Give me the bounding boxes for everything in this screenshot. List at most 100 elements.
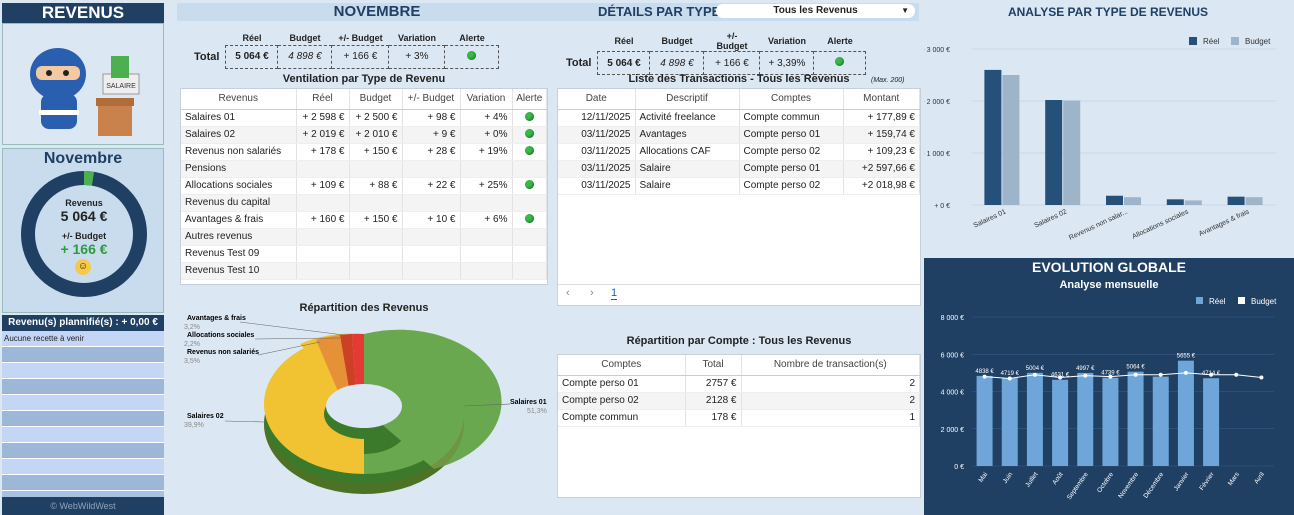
table-row[interactable]: Compte perso 02 2128 €2 (558, 392, 920, 410)
pie-pct: 3,2% (184, 324, 200, 331)
table-cell: Pensions (181, 160, 297, 178)
col-header[interactable]: Alerte (512, 89, 547, 110)
col-header[interactable]: Total (685, 355, 742, 376)
y-tick-label: + 1 000 € (924, 151, 950, 158)
table-row[interactable]: Salaires 01 + 2 598 € + 2 500 € + 98 € + 4% (181, 109, 547, 127)
table-cell (512, 177, 547, 195)
table-cell: + 22 € (402, 177, 461, 195)
col-header[interactable]: Date (558, 89, 636, 110)
col-header[interactable]: Comptes (558, 355, 686, 376)
table-cell: 2 (741, 375, 920, 393)
header: Alerte (827, 36, 853, 46)
smile-icon: ☺ (75, 259, 91, 275)
table-cell (512, 211, 547, 229)
table-row[interactable]: Revenus Test 10 (181, 262, 547, 280)
prev-page-button[interactable]: ‹ (566, 287, 570, 299)
table-row[interactable]: Revenus non salariés + 178 € + 150 € + 28 €… (181, 143, 547, 161)
bar-reel (1077, 372, 1094, 466)
table-cell (460, 262, 513, 280)
table-row[interactable]: 03/11/2025 Salaire Compte perso 01 +2 597,6… (558, 160, 920, 178)
col-header[interactable]: Comptes (739, 89, 844, 110)
col-header[interactable]: Budget (349, 89, 403, 110)
gauge-budget-value: + 166 € (60, 241, 108, 257)
budget-point (1133, 372, 1138, 377)
budget-point (1083, 373, 1088, 378)
revenue-gauge (20, 170, 148, 298)
table-cell: + 6% (460, 211, 513, 229)
col-header[interactable]: Montant (843, 89, 920, 110)
table-cell: Avantages & frais (181, 211, 297, 229)
revenue-type-select[interactable]: Tous les Revenus ▼ (716, 4, 915, 18)
budget-point (1234, 372, 1239, 377)
table-cell (296, 228, 350, 246)
next-page-button[interactable]: › (590, 287, 594, 299)
pie-pct: 3,5% (184, 358, 200, 365)
table-row[interactable]: Allocations sociales + 109 € + 88 € + 22 € +… (181, 177, 547, 195)
col-header[interactable]: Descriptif (635, 89, 740, 110)
pie-label: Salaires 01 (510, 399, 547, 406)
details-summary: Réel Budget +/- Budget Variation Alerte Tota… (560, 31, 867, 75)
page-number[interactable]: 1 (611, 287, 618, 300)
bar-réel (1166, 199, 1184, 205)
table-cell: 03/11/2025 (558, 143, 636, 161)
legend-label: Budget (1251, 297, 1277, 306)
y-tick-label: + 2 000 € (924, 99, 950, 106)
table-cell (512, 160, 547, 178)
table-cell: Revenus non salariés (181, 143, 297, 161)
table-cell: +2 597,66 € (843, 160, 920, 178)
table-row[interactable]: Revenus Test 09 (181, 245, 547, 263)
x-tick-label: Avantages & frais (1198, 208, 1251, 238)
x-tick-label: Octobre (1096, 471, 1115, 494)
type-bar-chart: + 0 € + 1 000 € + 2 000 € + 3 000 € Salaires… (924, 37, 1276, 242)
header: Budget (661, 36, 693, 46)
bar-reel (1152, 376, 1169, 466)
table-row[interactable]: Autres revenus (181, 228, 547, 246)
table-row[interactable]: 03/11/2025 Avantages Compte perso 01 + 159,… (558, 126, 920, 144)
y-tick-label: 0 € (954, 464, 964, 471)
budget-point (1007, 376, 1012, 381)
col-header[interactable]: Revenus (181, 89, 297, 110)
table-row[interactable]: 03/11/2025 Salaire Compte perso 02 +2 018,9… (558, 177, 920, 195)
summary-variation: + 3,39% (759, 51, 815, 75)
salary-tag: SALAIRE (106, 83, 136, 90)
table-row[interactable]: Compte commun 178 €1 (558, 409, 920, 427)
table-cell (296, 262, 350, 280)
table-cell (349, 245, 403, 263)
table-cell (512, 262, 547, 280)
data-label: 5004 € (1026, 366, 1045, 372)
x-tick-label: Février (1198, 470, 1216, 491)
col-header[interactable]: Réel (296, 89, 350, 110)
summary-reel: 5 064 € (597, 51, 651, 75)
table-cell: + 9 € (402, 126, 461, 144)
table-cell (402, 245, 461, 263)
table-cell: Avantages (635, 126, 740, 144)
budget-point (1032, 372, 1037, 377)
y-tick-label: + 0 € (934, 203, 950, 210)
bar-budget (1124, 197, 1141, 205)
table-cell: 03/11/2025 (558, 160, 636, 178)
summary-variation: + 3% (388, 44, 446, 69)
budget-point (1183, 370, 1188, 375)
col-header[interactable]: Variation (460, 89, 513, 110)
y-tick-label: + 3 000 € (924, 47, 950, 54)
table-row[interactable]: Revenus du capital (181, 194, 547, 212)
table-cell (512, 143, 547, 161)
pagination: ‹ › 1 (558, 284, 920, 304)
table-row[interactable]: Avantages & frais + 160 € + 150 € + 10 € + 6… (181, 211, 547, 229)
table-cell: + 28 € (402, 143, 461, 161)
alert-dot-icon (524, 128, 534, 138)
table-row[interactable]: 03/11/2025 Allocations CAF Compte perso 02… (558, 143, 920, 161)
planned-row (2, 395, 164, 411)
y-tick-label: 8 000 € (941, 315, 964, 322)
x-tick-label: Avril (1253, 471, 1266, 486)
x-tick-label: Juillet (1024, 471, 1039, 489)
table-row[interactable]: Pensions (181, 160, 547, 178)
bar-budget (1002, 75, 1020, 205)
table-cell (512, 228, 547, 246)
col-header[interactable]: Nombre de transaction(s) (741, 355, 920, 376)
table-cell: Salaire (635, 177, 740, 195)
table-row[interactable]: 12/11/2025 Activité freelance Compte commu… (558, 109, 920, 127)
table-row[interactable]: Salaires 02 + 2 019 € + 2 010 € + 9 € + 0% (181, 126, 547, 144)
col-header[interactable]: +/- Budget (402, 89, 461, 110)
table-row[interactable]: Compte perso 01 2757 €2 (558, 375, 920, 393)
